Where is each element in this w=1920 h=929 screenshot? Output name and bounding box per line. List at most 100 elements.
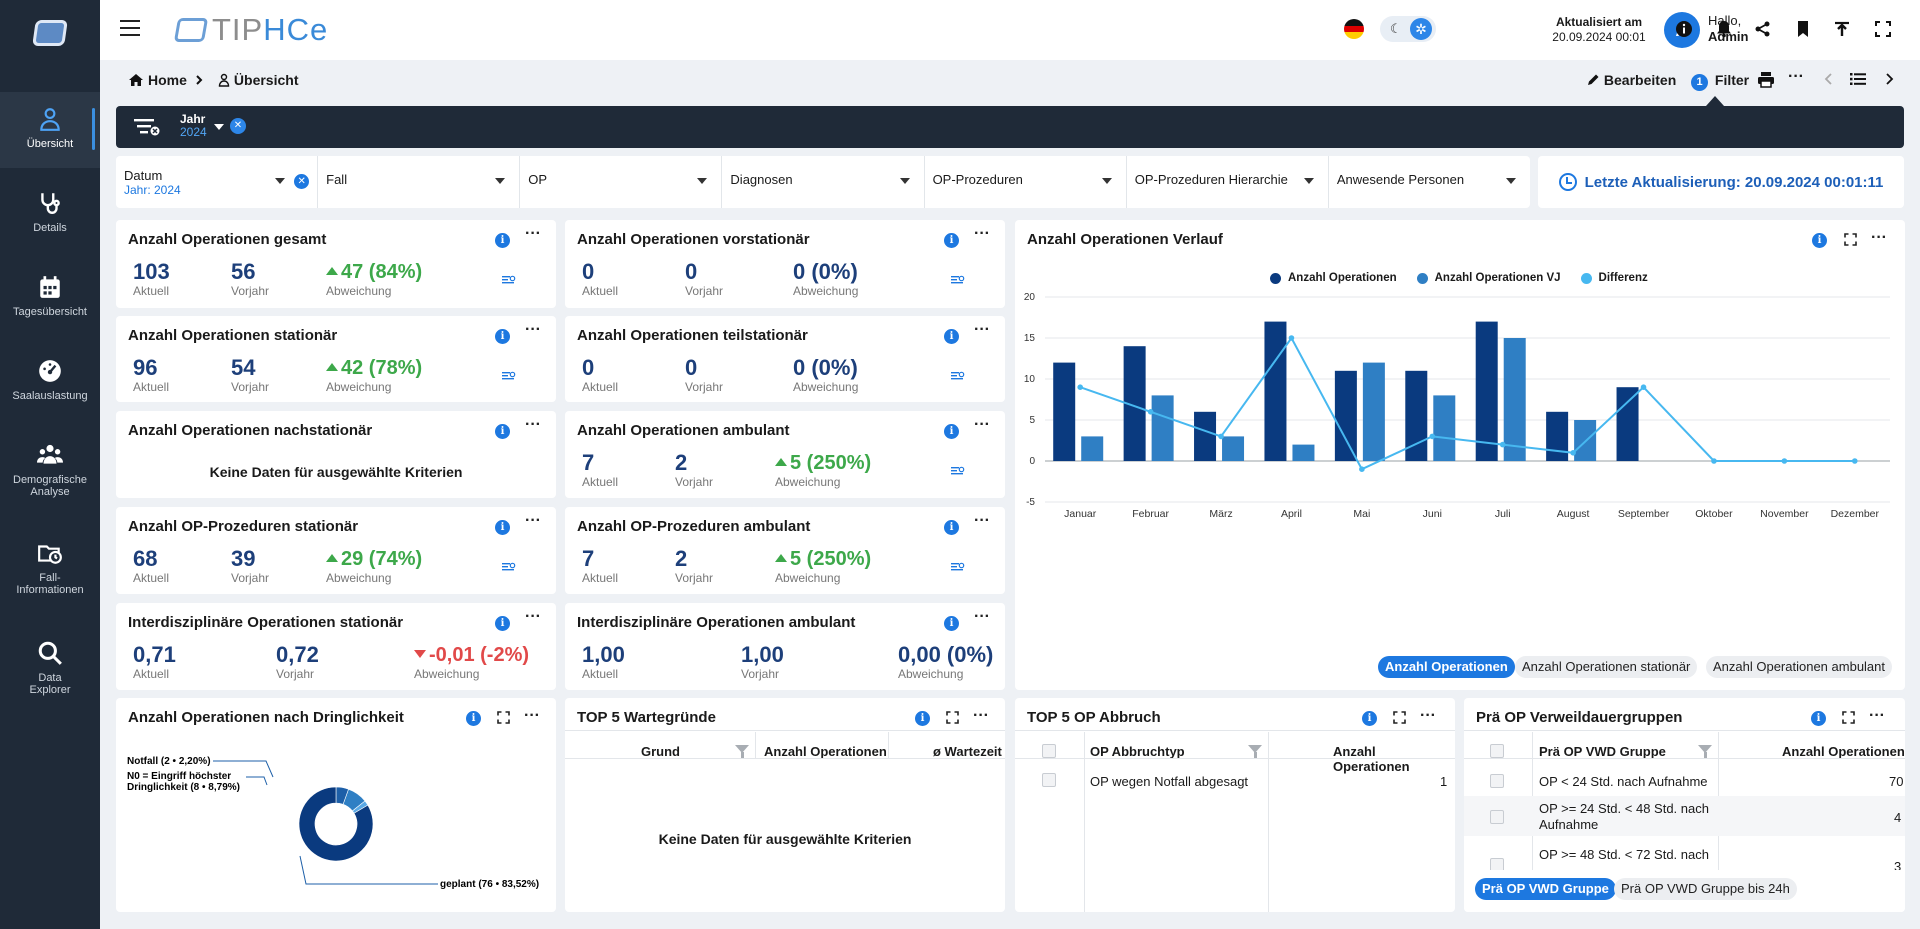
info-icon[interactable]: i [944,329,959,344]
info-icon[interactable]: i [944,520,959,535]
select-all-checkbox[interactable] [1042,744,1056,758]
vwd-tab-gruppe-24h[interactable]: Prä OP VWD Gruppe bis 24h [1614,878,1797,900]
info-icon[interactable]: i [944,233,959,248]
info-icon[interactable]: i [466,711,481,726]
table-row[interactable]: OP >= 24 Std. < 48 Std. nach Aufnahme 4 [1464,796,1905,836]
chart-tab-ambulant[interactable]: Anzahl Operationen ambulant [1706,656,1893,678]
op-prozeduren-hierarchie-dropdown[interactable]: OP-Prozeduren Hierarchie [1127,156,1329,208]
column-header-anzahl[interactable]: Anzahl Operationen [1333,744,1410,774]
details-list-icon[interactable] [502,562,516,571]
edit-button[interactable]: Bearbeiten [1586,72,1676,88]
expand-icon[interactable] [1393,711,1406,724]
sidebar-item-data-explorer[interactable]: Data Explorer [0,640,100,706]
filter-funnel-icon[interactable] [735,745,749,758]
info-icon[interactable]: i [495,520,510,535]
diagnosen-dropdown[interactable]: Diagnosen [722,156,925,208]
more-options-icon[interactable]: ··· [525,512,541,529]
info-icon[interactable]: i [1362,711,1377,726]
row-checkbox[interactable] [1490,810,1504,824]
info-icon[interactable]: i [495,233,510,248]
more-options-icon[interactable]: ··· [525,225,541,242]
details-list-icon[interactable] [951,466,965,475]
chart-tab-anzahl-operationen[interactable]: Anzahl Operationen [1378,656,1515,678]
column-header-grund[interactable]: Grund [641,744,680,759]
details-list-icon[interactable] [951,275,965,284]
column-header-anzahl[interactable]: Anzahl Operationen [1782,744,1905,759]
info-icon[interactable]: i [495,329,510,344]
theme-toggle[interactable]: ☾ ✲ [1380,16,1436,42]
row-checkbox[interactable] [1042,773,1056,787]
legend-item[interactable]: Differenz [1580,272,1648,284]
clear-filter-icon[interactable]: ✕ [230,118,246,134]
expand-icon[interactable] [497,711,510,724]
app-logo[interactable] [32,20,68,46]
bookmark-icon[interactable] [1792,18,1814,40]
details-list-icon[interactable] [951,562,965,571]
column-header-wartezeit[interactable]: ø Wartezeit [933,744,1002,759]
more-options-icon[interactable]: ··· [973,707,989,724]
upload-icon[interactable] [1831,18,1853,40]
print-icon[interactable] [1757,71,1775,88]
sidebar-item-demografische-analyse[interactable]: Demografische Analyse [0,442,100,502]
year-filter-chip[interactable]: Jahr 2024 [180,113,207,139]
details-list-icon[interactable] [502,371,516,380]
vwd-tab-gruppe[interactable]: Prä OP VWD Gruppe [1475,878,1616,900]
sidebar-item-tagesuebersicht[interactable]: Tagesübersicht [0,274,100,334]
fullscreen-icon[interactable] [1872,18,1894,40]
more-options-icon[interactable]: ··· [1420,707,1436,724]
sidebar-item-saalauslastung[interactable]: Saalauslastung [0,358,100,418]
filter-button[interactable]: 1 Filter [1691,72,1749,91]
more-options-icon[interactable]: ··· [525,416,541,433]
share-icon[interactable] [1752,18,1774,40]
more-options-icon[interactable]: ··· [974,416,990,433]
op-dropdown[interactable]: OP [520,156,723,208]
pie-slice[interactable] [335,786,349,805]
select-all-checkbox[interactable] [1490,744,1504,758]
details-list-icon[interactable] [951,371,965,380]
more-options-icon[interactable]: ··· [974,321,990,338]
more-options-icon[interactable]: ··· [524,707,540,724]
chevron-right-icon[interactable] [1882,72,1896,86]
menu-icon[interactable] [120,20,140,36]
pie-slice[interactable] [342,788,366,812]
info-icon[interactable]: i [495,424,510,439]
chevron-left-icon[interactable] [1822,72,1836,86]
german-flag-icon[interactable] [1344,19,1364,39]
info-icon[interactable]: i [495,616,510,631]
filter-list-icon[interactable] [134,116,160,138]
more-options-icon[interactable]: ··· [525,608,541,625]
chevron-down-icon[interactable] [214,124,224,130]
more-options-icon[interactable]: ··· [525,321,541,338]
expand-icon[interactable] [1844,233,1857,246]
column-header-abbruchtyp[interactable]: OP Abbruchtyp [1090,744,1185,759]
info-icon[interactable]: i [1812,233,1827,248]
legend-item[interactable]: Anzahl Operationen [1270,272,1397,284]
more-options-icon[interactable]: ··· [1871,229,1887,246]
fall-dropdown[interactable]: Fall [318,156,521,208]
expand-icon[interactable] [946,711,959,724]
pie-slice[interactable] [298,786,374,862]
info-icon[interactable]: i [915,711,930,726]
more-options-icon[interactable]: ··· [1869,707,1885,724]
more-options-icon[interactable]: ··· [974,225,990,242]
legend-item[interactable]: Anzahl Operationen VJ [1416,272,1561,284]
breadcrumb-home[interactable]: Home [148,72,187,88]
more-options-icon[interactable]: ··· [974,512,990,529]
info-icon[interactable]: i [1811,711,1826,726]
list-icon[interactable] [1850,72,1866,86]
bell-icon[interactable] [1713,18,1735,40]
row-checkbox[interactable] [1490,774,1504,788]
last-update-banner[interactable]: Letzte Aktualisierung: 20.09.2024 00:01:… [1538,156,1904,208]
column-header-anzahl[interactable]: Anzahl Operationen [764,744,887,759]
sidebar-item-uebersicht[interactable]: Übersicht [0,92,100,168]
more-options-icon[interactable]: ··· [974,608,990,625]
datum-dropdown[interactable]: Datum Jahr: 2024 ✕ [116,156,319,208]
chart-tab-stationaer[interactable]: Anzahl Operationen stationär [1515,656,1698,678]
clear-icon[interactable]: ✕ [294,174,310,189]
details-list-icon[interactable] [502,275,516,284]
info-icon[interactable] [1673,18,1695,40]
sidebar-item-details[interactable]: Details [0,190,100,250]
expand-icon[interactable] [1842,711,1855,724]
op-prozeduren-dropdown[interactable]: OP-Prozeduren [925,156,1127,208]
info-icon[interactable]: i [944,616,959,631]
